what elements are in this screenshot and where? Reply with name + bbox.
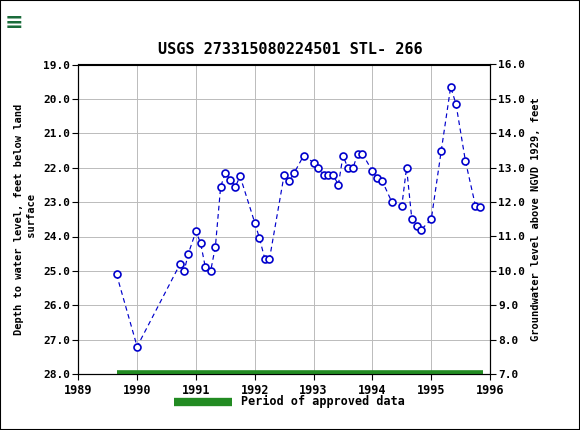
Text: Period of approved data: Period of approved data [241,395,405,408]
Text: ≡: ≡ [5,12,23,33]
Text: USGS: USGS [44,14,99,31]
Text: USGS 273315080224501 STL- 266: USGS 273315080224501 STL- 266 [158,42,422,57]
FancyBboxPatch shape [3,4,35,41]
Y-axis label: Groundwater level above NGVD 1929, feet: Groundwater level above NGVD 1929, feet [531,98,541,341]
Y-axis label: Depth to water level, feet below land
 surface: Depth to water level, feet below land su… [14,104,38,335]
